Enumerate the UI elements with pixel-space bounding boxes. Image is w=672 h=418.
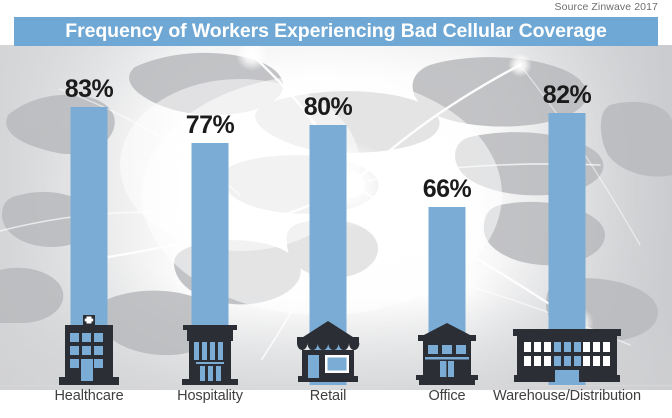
storefront-icon xyxy=(292,317,364,385)
office-building-icon xyxy=(414,321,480,385)
bar-value-hospitality: 77% xyxy=(185,111,235,139)
hospital-building-icon xyxy=(57,315,121,385)
axis-label-hospitality: Hospitality xyxy=(177,388,243,404)
bar-value-office: 66% xyxy=(422,175,472,203)
chart-title-bar: Frequency of Workers Experiencing Bad Ce… xyxy=(14,17,658,46)
bar-value-warehouse: 82% xyxy=(542,81,592,109)
axis-label-warehouse: Warehouse/Distribution xyxy=(493,388,641,404)
bar-value-healthcare: 83% xyxy=(64,75,114,103)
source-note: Source Zinwave 2017 xyxy=(554,1,658,13)
axis-label-healthcare: Healthcare xyxy=(54,388,124,404)
axis-baseline xyxy=(0,385,672,386)
axis-label-retail: Retail xyxy=(309,388,347,404)
bar-value-retail: 80% xyxy=(303,93,353,121)
page-title: Frequency of Workers Experiencing Bad Ce… xyxy=(65,20,607,42)
hotel-building-icon xyxy=(178,317,242,385)
warehouse-building-icon xyxy=(511,323,623,385)
axis-label-office: Office xyxy=(428,388,466,404)
axis-label-row: Healthcare Hospitality Retail Office War… xyxy=(0,388,672,412)
